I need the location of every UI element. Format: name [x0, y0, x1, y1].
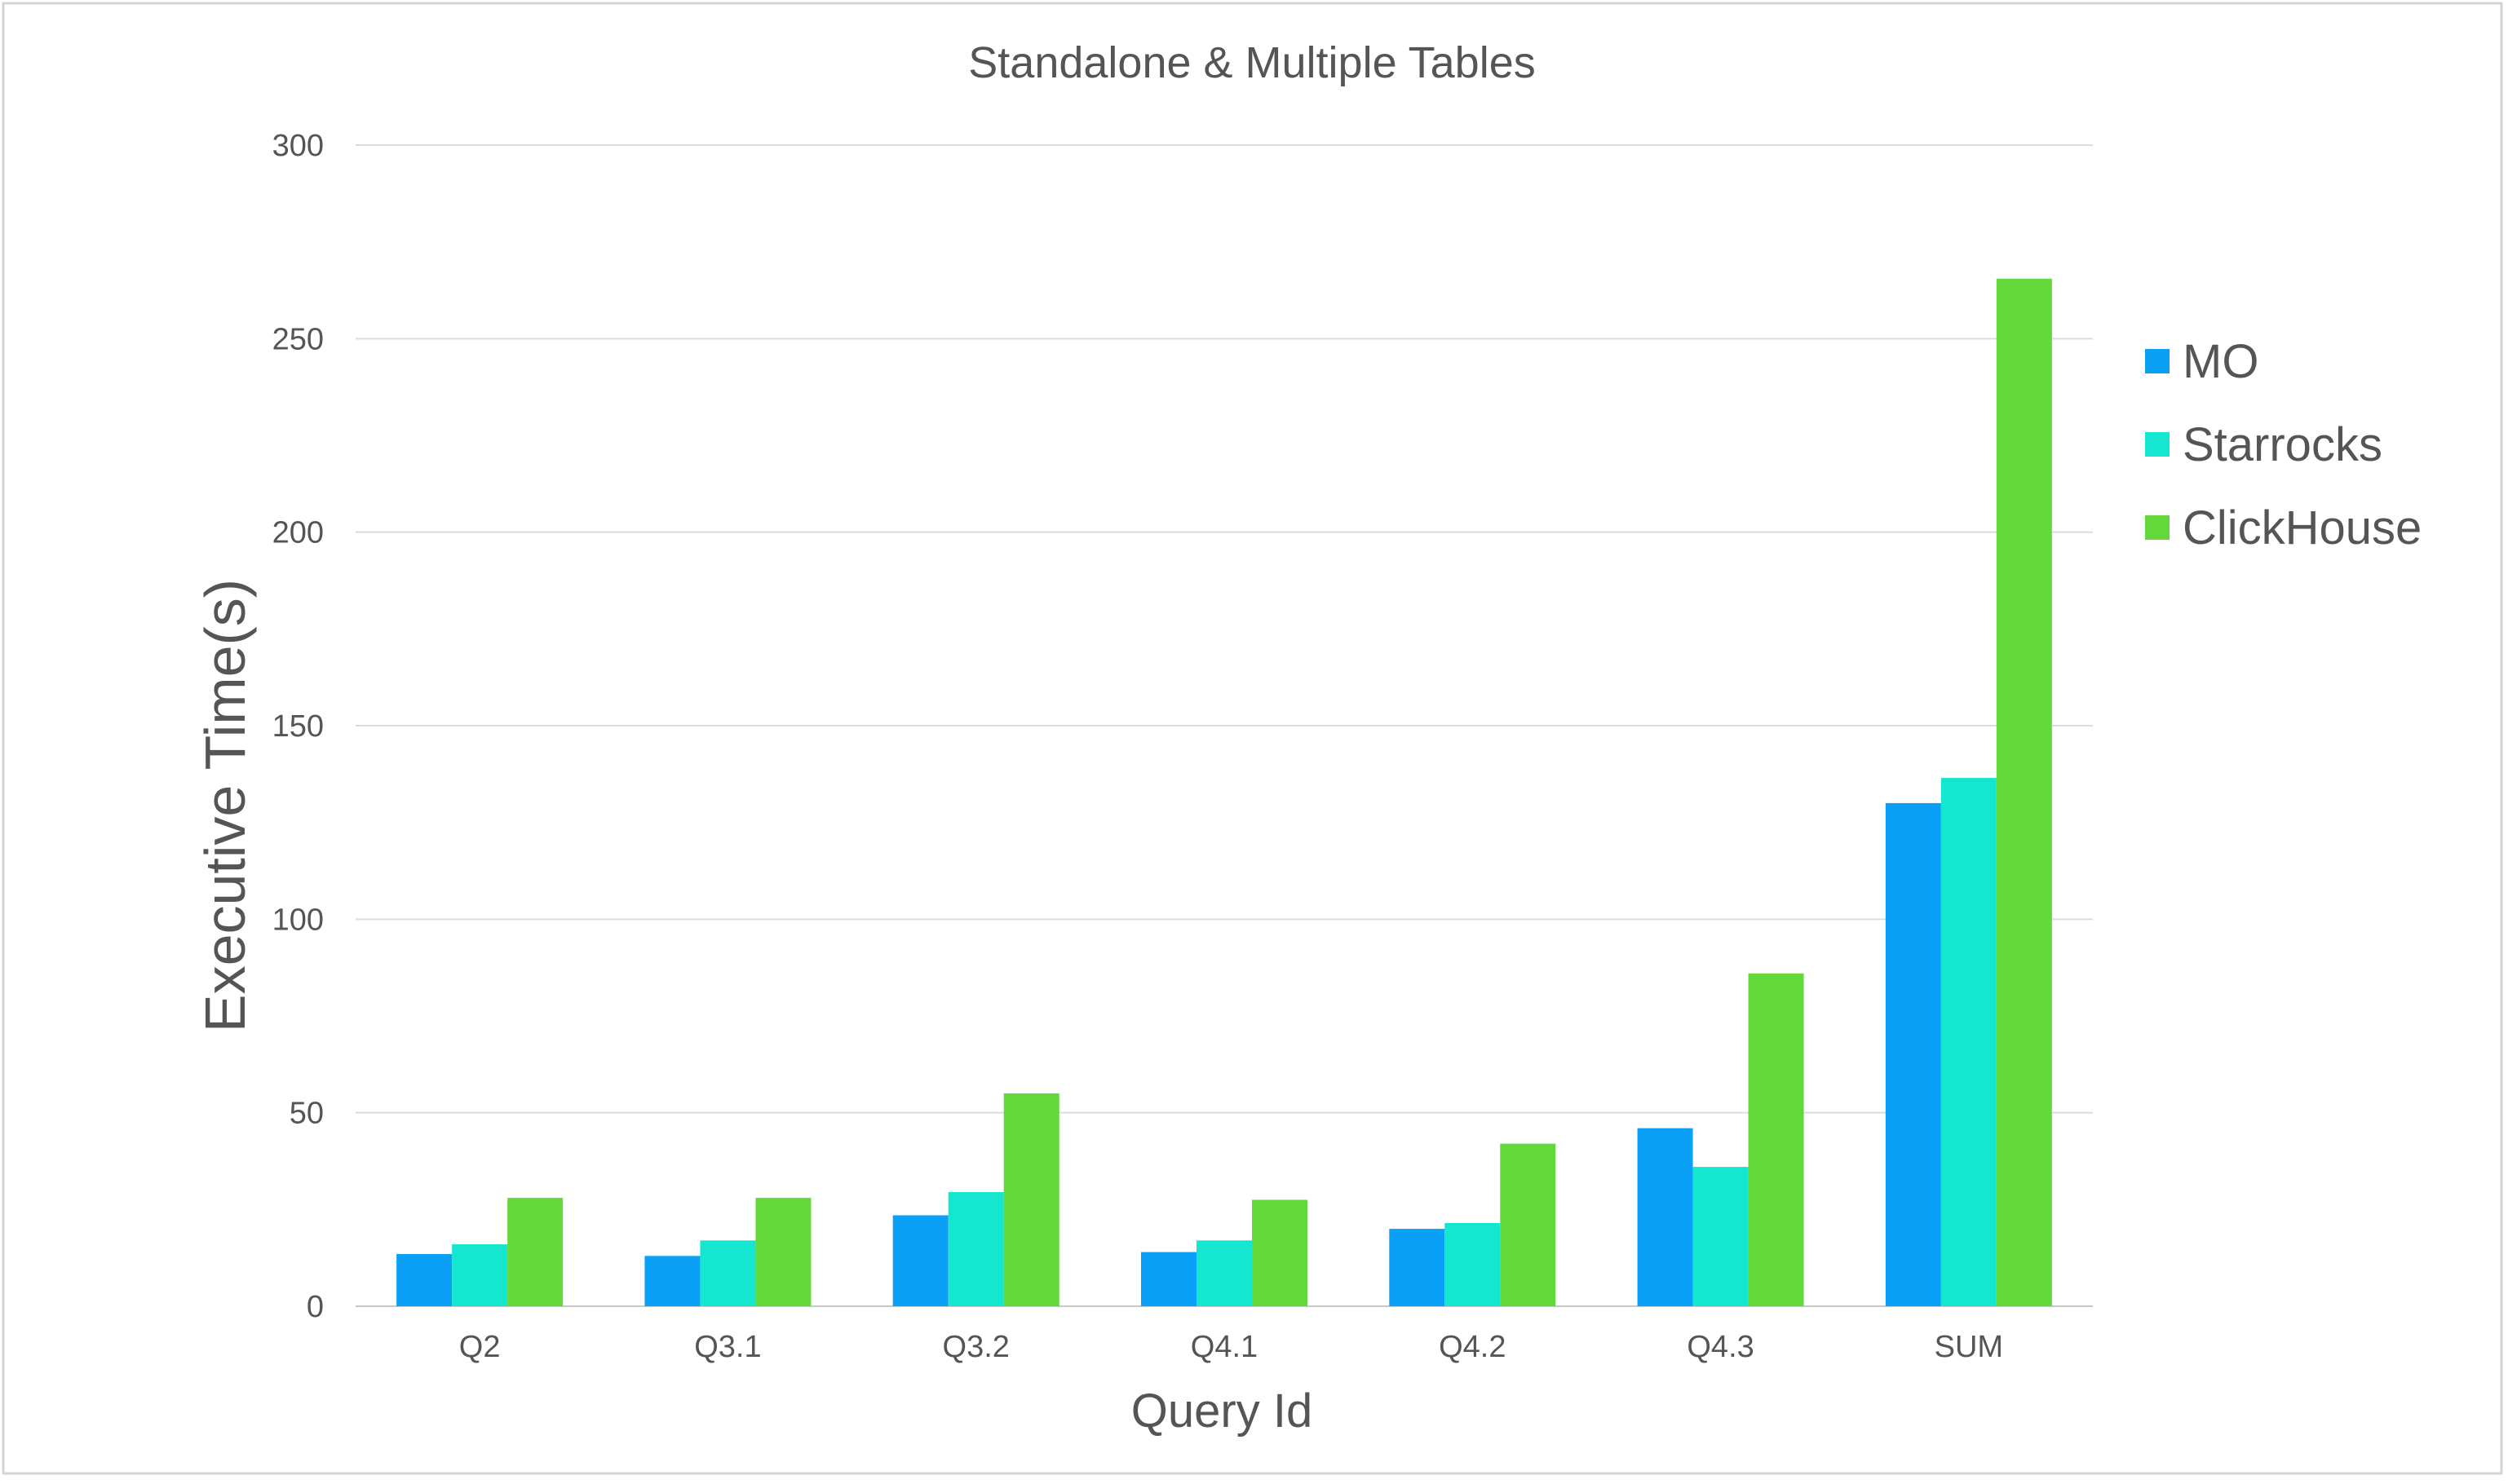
- legend-label-starrocks: Starrocks: [2183, 418, 2382, 471]
- y-tick-label: 250: [272, 322, 324, 356]
- legend-label-mo: MO: [2183, 335, 2258, 388]
- bar-mo-q3-1: [644, 1256, 701, 1306]
- y-axis-label: Executive Time(s): [193, 579, 257, 1032]
- y-tick-label: 200: [272, 516, 324, 550]
- chart-title: Standalone & Multiple Tables: [968, 38, 1535, 87]
- legend-label-clickhouse: ClickHouse: [2183, 501, 2422, 554]
- bar-clickhouse-q2: [507, 1198, 564, 1306]
- x-tick-label: Q3.2: [943, 1330, 1010, 1364]
- bar-mo-q4-3: [1637, 1128, 1693, 1306]
- y-tick-label: 50: [290, 1097, 324, 1131]
- bar-mo-sum: [1885, 802, 1941, 1306]
- y-tick-label: 0: [307, 1290, 324, 1324]
- legend-swatch-mo: [2145, 349, 2170, 373]
- x-axis-label: Query Id: [1131, 1385, 1312, 1438]
- bar-mo-q2: [396, 1253, 453, 1306]
- y-tick-label: 100: [272, 903, 324, 937]
- bar-starrocks-q2: [452, 1244, 508, 1306]
- legend-swatch-clickhouse: [2145, 515, 2170, 540]
- bar-starrocks-q3-1: [700, 1240, 756, 1306]
- bar-clickhouse-q4-1: [1252, 1199, 1307, 1306]
- bar-clickhouse-q3-1: [755, 1198, 812, 1306]
- y-tick-label: 300: [272, 129, 324, 163]
- bar-clickhouse-q3-2: [1003, 1093, 1059, 1306]
- x-tick-label: Q2: [459, 1330, 501, 1364]
- x-axis-ticks: Q2 Q3.1 Q3.2 Q4.1 Q4.2 Q4.3 SUM: [459, 1330, 2003, 1364]
- bar-clickhouse-sum: [1996, 278, 2052, 1306]
- bar-starrocks-sum: [1940, 778, 1997, 1306]
- bar-starrocks-q4-1: [1196, 1240, 1252, 1306]
- legend: MO Starrocks ClickHouse: [2145, 335, 2422, 554]
- bar-starrocks-q3-2: [948, 1191, 1004, 1306]
- y-tick-label: 150: [272, 709, 324, 744]
- bar-mo-q3-2: [892, 1215, 949, 1306]
- bar-clickhouse-q4-3: [1748, 973, 1804, 1306]
- x-tick-label: Q4.1: [1191, 1330, 1258, 1364]
- x-tick-label: SUM: [1935, 1330, 2003, 1364]
- bar-starrocks-q4-3: [1692, 1167, 1749, 1306]
- x-tick-label: Q4.3: [1687, 1330, 1754, 1364]
- bar-mo-q4-2: [1389, 1229, 1445, 1306]
- y-axis-ticks: 0 50 100 150 200 250 300: [272, 129, 324, 1324]
- bar-starrocks-q4-2: [1444, 1222, 1501, 1306]
- bars: [396, 278, 2052, 1306]
- legend-swatch-starrocks: [2145, 432, 2170, 457]
- x-tick-label: Q4.2: [1439, 1330, 1506, 1364]
- bar-mo-q4-1: [1141, 1252, 1196, 1306]
- bar-clickhouse-q4-2: [1500, 1143, 1556, 1306]
- x-tick-label: Q3.1: [694, 1330, 761, 1364]
